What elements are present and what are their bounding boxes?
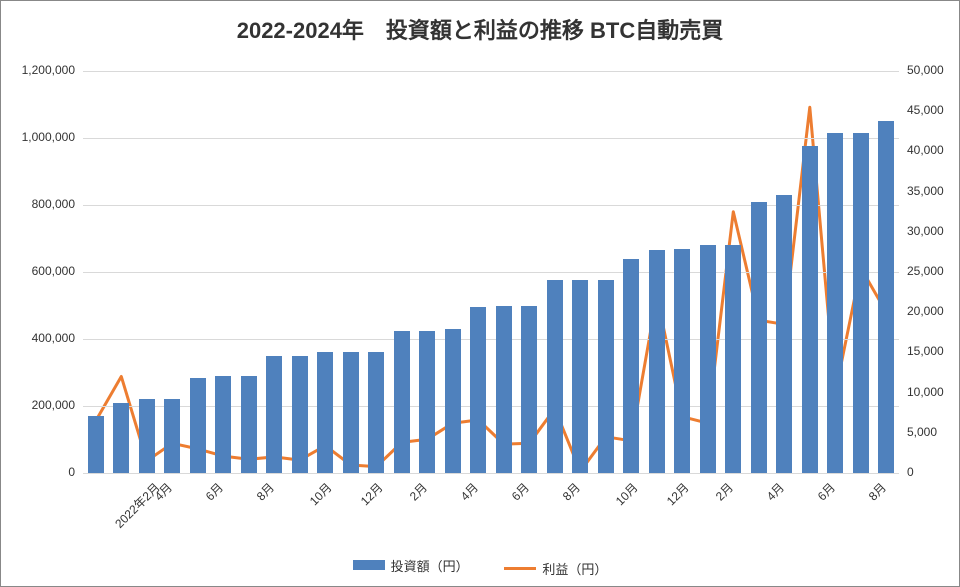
bar [343,352,359,473]
bar [547,280,563,473]
x-tick: 8月 [864,479,889,504]
legend-swatch-line [504,567,536,570]
grid-line [83,71,899,72]
y-left-tick: 400,000 [32,331,75,345]
y-right-tick: 5,000 [907,425,937,439]
bar [88,416,104,473]
x-tick: 12月 [356,479,386,509]
bar [853,133,869,473]
legend-swatch-bar [353,560,385,570]
bar [572,280,588,473]
bar [292,356,308,473]
x-tick: 2月 [405,479,430,504]
bar [113,403,129,473]
x-tick: 2月 [711,479,736,504]
bar [266,356,282,473]
grid-line [83,138,899,139]
bar [751,202,767,473]
bar [496,306,512,474]
legend-label-line: 利益（円） [542,559,607,578]
bar [445,329,461,473]
bar [215,376,231,473]
x-tick: 6月 [507,479,532,504]
bar [394,331,410,473]
bar [649,250,665,473]
bar [700,245,716,473]
x-tick: 4月 [456,479,481,504]
y-right-tick: 20,000 [907,304,944,318]
legend-label-bar: 投資額（円） [391,556,469,575]
bar [725,245,741,473]
bar [470,307,486,473]
bar [317,352,333,473]
bar [139,399,155,473]
grid-line [83,473,899,474]
legend-item-bar: 投資額（円） [353,556,469,575]
bar [802,146,818,473]
bar [878,121,894,473]
x-tick: 6月 [201,479,226,504]
y-right-tick: 40,000 [907,143,944,157]
x-tick: 6月 [813,479,838,504]
y-right-tick: 10,000 [907,385,944,399]
y-left-tick: 600,000 [32,264,75,278]
bar [827,133,843,473]
y-right-tick: 50,000 [907,63,944,77]
y-right-tick: 30,000 [907,224,944,238]
x-tick: 8月 [558,479,583,504]
x-tick: 10月 [305,479,335,509]
legend: 投資額（円） 利益（円） [1,556,959,579]
y-right-tick: 15,000 [907,344,944,358]
bar [241,376,257,473]
bar [776,195,792,473]
y-right-tick: 35,000 [907,184,944,198]
y-left-tick: 800,000 [32,197,75,211]
plot-area: 0200,000400,000600,000800,0001,000,0001,… [83,71,899,473]
chart-container: 2022-2024年 投資額と利益の推移 BTC自動売買 0200,000400… [0,0,960,587]
bar [368,352,384,473]
x-tick: 12月 [662,479,692,509]
x-tick: 4月 [762,479,787,504]
x-tick: 10月 [611,479,641,509]
y-left-tick: 1,200,000 [22,63,75,77]
y-right-tick: 25,000 [907,264,944,278]
bar [190,378,206,473]
y-left-tick: 1,000,000 [22,130,75,144]
bar [419,331,435,473]
bar [674,249,690,473]
y-right-tick: 45,000 [907,103,944,117]
bar [598,280,614,473]
x-tick: 8月 [252,479,277,504]
y-right-tick: 0 [907,465,914,479]
chart-title: 2022-2024年 投資額と利益の推移 BTC自動売買 [1,13,959,45]
y-left-tick: 200,000 [32,398,75,412]
bar [521,306,537,474]
legend-item-line: 利益（円） [504,559,607,578]
y-left-tick: 0 [68,465,75,479]
bar [623,259,639,473]
bar [164,399,180,473]
